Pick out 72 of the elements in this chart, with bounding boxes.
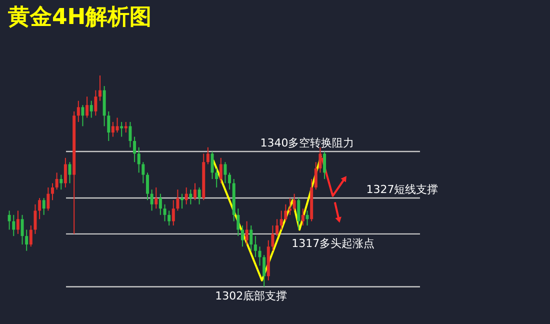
candlestick	[184, 186, 188, 205]
candlestick	[81, 104, 84, 127]
candlestick	[76, 100, 80, 122]
candlestick	[318, 146, 322, 174]
candlestick	[280, 210, 283, 230]
candlestick	[107, 110, 110, 142]
candlestick	[198, 186, 201, 205]
candlestick	[60, 174, 63, 190]
candlestick	[116, 117, 119, 134]
candlestick	[55, 172, 58, 190]
ref-line-label: 1317多头起涨点	[292, 236, 375, 250]
candlestick	[180, 193, 184, 210]
candlestick	[20, 214, 24, 245]
candlestick	[94, 90, 98, 116]
candlestick	[46, 186, 50, 212]
candlestick	[210, 151, 214, 180]
candlestick	[38, 198, 42, 220]
candlestick	[34, 204, 37, 234]
candlestick	[271, 224, 274, 252]
candlestick	[163, 204, 166, 222]
candlestick	[219, 157, 222, 184]
candlestick	[206, 146, 210, 165]
candlestick	[240, 224, 244, 248]
candlestick	[284, 204, 288, 222]
candlestick	[86, 96, 89, 118]
candlestick	[142, 162, 145, 184]
candlestick	[25, 229, 28, 252]
candlestick	[133, 136, 136, 163]
candlestick	[288, 198, 292, 216]
candlestick	[262, 254, 266, 288]
candlestick	[254, 236, 257, 258]
candlestick	[8, 210, 11, 230]
candlestick	[68, 162, 72, 184]
candlestick	[292, 193, 296, 212]
ref-line-label: 1340多空转换阻力	[260, 136, 354, 150]
candlestick	[297, 198, 300, 230]
candlestick	[150, 189, 154, 212]
candlestick	[314, 162, 318, 190]
candlestick	[224, 162, 227, 184]
candlestick	[120, 121, 124, 138]
candlestick	[64, 157, 67, 188]
candlestick	[158, 193, 162, 216]
candlestick	[236, 208, 240, 237]
candlestick	[98, 74, 102, 102]
candlestick	[245, 220, 248, 245]
candlestick	[146, 172, 149, 201]
chart-title: 黄金4H解析图	[7, 5, 152, 30]
candlestick	[124, 121, 128, 134]
candlestick	[215, 168, 218, 188]
candlestick	[250, 224, 253, 252]
candlestick	[128, 121, 132, 148]
candlestick	[306, 210, 309, 226]
candlestick	[228, 172, 232, 190]
candlestick	[323, 151, 326, 180]
candlestick	[258, 246, 262, 266]
candlestick	[16, 210, 20, 234]
candlestick	[189, 189, 192, 205]
candlestick	[29, 224, 32, 248]
candlestick	[90, 100, 93, 118]
candlestick	[193, 182, 196, 201]
candlestick	[168, 210, 171, 226]
candlestick	[172, 200, 175, 226]
candlestick	[276, 218, 279, 237]
candlestick	[154, 186, 158, 210]
ref-line-label: 1302底部支撑	[215, 290, 288, 303]
candlestick	[137, 146, 140, 174]
candlestick	[176, 189, 180, 212]
candlestick	[42, 198, 46, 216]
candlestick	[301, 208, 304, 226]
ref-line-label: 1327短线支撑	[366, 183, 438, 196]
candlestick	[12, 214, 16, 237]
candlestick	[50, 182, 54, 201]
